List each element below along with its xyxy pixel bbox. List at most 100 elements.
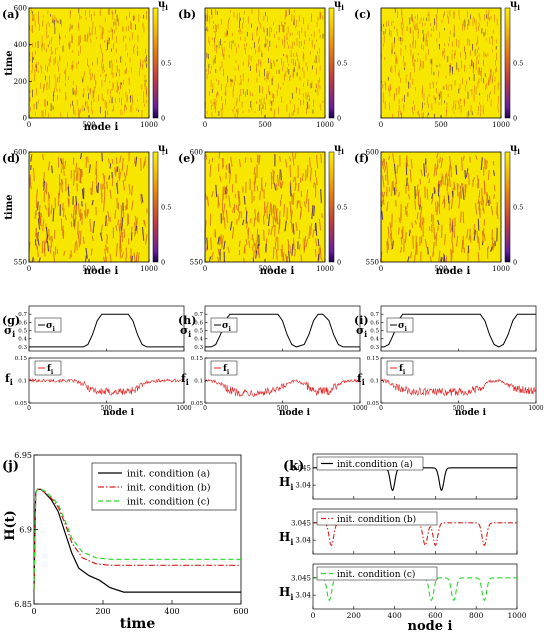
y-tick-label: 0.7 bbox=[370, 312, 379, 318]
heatmap-streak bbox=[273, 204, 275, 216]
heatmap-streak bbox=[409, 169, 412, 183]
heatmap-streak bbox=[242, 219, 245, 226]
x-tick-label: 0 bbox=[379, 121, 383, 129]
heatmap-streak bbox=[488, 195, 492, 204]
f-curve bbox=[380, 378, 537, 397]
heatmap-streak bbox=[75, 195, 78, 206]
heatmap-streak bbox=[119, 155, 122, 164]
heatmap-streak bbox=[228, 171, 232, 184]
x-tick-label: 400 bbox=[164, 607, 179, 616]
heatmap-streak bbox=[451, 250, 453, 261]
colorbar-label: ui bbox=[334, 0, 344, 12]
heatmap-streak bbox=[423, 163, 426, 177]
heatmap-streak bbox=[279, 156, 281, 162]
heatmap-streak bbox=[492, 243, 495, 251]
heatmap-streak bbox=[43, 248, 46, 257]
heatmap-streak bbox=[420, 169, 423, 177]
heatmap-streak bbox=[317, 253, 320, 261]
heatmap-streak bbox=[82, 236, 85, 245]
j-series-line bbox=[33, 488, 241, 593]
heatmap-streak bbox=[140, 193, 143, 205]
k-series-line bbox=[313, 522, 517, 547]
heatmap-streak bbox=[37, 231, 39, 238]
heatmap-streak bbox=[389, 222, 393, 235]
colorbar-tick-label: 1 bbox=[337, 5, 341, 13]
heatmap-streak bbox=[273, 216, 277, 223]
heatmap-streak bbox=[414, 200, 417, 210]
panel-letter: (j) bbox=[2, 459, 19, 474]
heatmap-pattern bbox=[204, 8, 324, 118]
heatmap-streak bbox=[72, 176, 75, 186]
y-axis-label: H(t) bbox=[3, 510, 18, 541]
heatmap-streak bbox=[383, 166, 387, 173]
heatmap-streak bbox=[141, 194, 144, 203]
colorbar-label: ui bbox=[158, 143, 168, 156]
heatmap-streak bbox=[460, 183, 463, 189]
x-tick-label: 1000 bbox=[140, 265, 158, 273]
heatmap-streak bbox=[118, 168, 120, 179]
colorbar-tick-label: 0.5 bbox=[337, 60, 347, 68]
heatmap-streak bbox=[208, 256, 212, 262]
heatmap-streak bbox=[47, 161, 51, 171]
panel-letter: (a) bbox=[2, 8, 20, 21]
heatmap-streak bbox=[223, 240, 226, 250]
heatmap-streak bbox=[72, 204, 76, 219]
k-legend-label: init. condition (b) bbox=[337, 514, 416, 525]
heatmap-streak bbox=[229, 221, 233, 231]
heatmap-streak bbox=[386, 201, 389, 211]
heatmap-streak bbox=[475, 154, 478, 160]
y-tick-label: 600 bbox=[366, 149, 379, 157]
x-tick-label: 0 bbox=[379, 405, 383, 412]
heatmap-streak bbox=[451, 241, 454, 253]
k-legend-label: init.condition (a) bbox=[337, 459, 413, 470]
heatmap-streak bbox=[75, 162, 78, 173]
heatmap-streak bbox=[134, 156, 138, 167]
heatmap-pattern bbox=[204, 152, 323, 263]
heatmap-streak bbox=[400, 236, 403, 245]
f-legend-box bbox=[210, 360, 238, 376]
heatmap-streak bbox=[280, 194, 283, 200]
heatmap-streak bbox=[61, 179, 64, 185]
y-tick-label: 0.5 bbox=[18, 329, 27, 335]
heatmap-streak bbox=[448, 200, 451, 211]
x-tick-label: 1000 bbox=[316, 121, 334, 129]
heatmap-streak bbox=[290, 221, 294, 233]
heatmap-streak bbox=[466, 229, 469, 239]
heatmap-streak bbox=[288, 156, 292, 162]
heatmap-streak bbox=[223, 217, 226, 230]
heatmap-streak bbox=[283, 204, 286, 217]
f-legend-label: fi bbox=[223, 364, 230, 376]
heatmap-streak bbox=[396, 164, 399, 174]
heatmap-streak bbox=[443, 253, 446, 263]
heatmap-streak bbox=[119, 246, 122, 259]
heatmap-streak bbox=[398, 192, 400, 198]
heatmap-streak bbox=[131, 200, 134, 211]
heatmap-streak bbox=[458, 201, 461, 209]
heatmap-streak bbox=[269, 202, 272, 213]
heatmap-streak bbox=[109, 253, 112, 263]
x-tick-label: 500 bbox=[434, 121, 447, 129]
heatmap-streak bbox=[115, 166, 118, 175]
heatmap-streak bbox=[433, 226, 436, 240]
heatmap-streak bbox=[143, 219, 146, 225]
f-legend-box bbox=[386, 360, 414, 376]
heatmap-streak bbox=[291, 152, 295, 166]
y-tick-label: 3.04 bbox=[295, 482, 311, 490]
heatmap-streak bbox=[37, 237, 40, 246]
heatmap-streak bbox=[248, 240, 251, 249]
heatmap-streak bbox=[242, 257, 245, 263]
heatmap-streak bbox=[420, 235, 423, 244]
heatmap-streak bbox=[234, 193, 237, 199]
x-tick-label: 200 bbox=[95, 607, 110, 616]
x-tick-label: 500 bbox=[258, 265, 271, 273]
colorbar-tick-label: 0.5 bbox=[161, 204, 171, 212]
heatmap-streak bbox=[101, 183, 104, 190]
heatmap-streak bbox=[106, 234, 109, 239]
heatmap-streak bbox=[116, 182, 119, 194]
heatmap-streak bbox=[287, 239, 290, 246]
heatmap-streak bbox=[44, 183, 48, 193]
colorbar-tick-label: 0.5 bbox=[513, 204, 523, 212]
heatmap-streak bbox=[75, 240, 78, 251]
heatmap-streak bbox=[485, 160, 488, 170]
